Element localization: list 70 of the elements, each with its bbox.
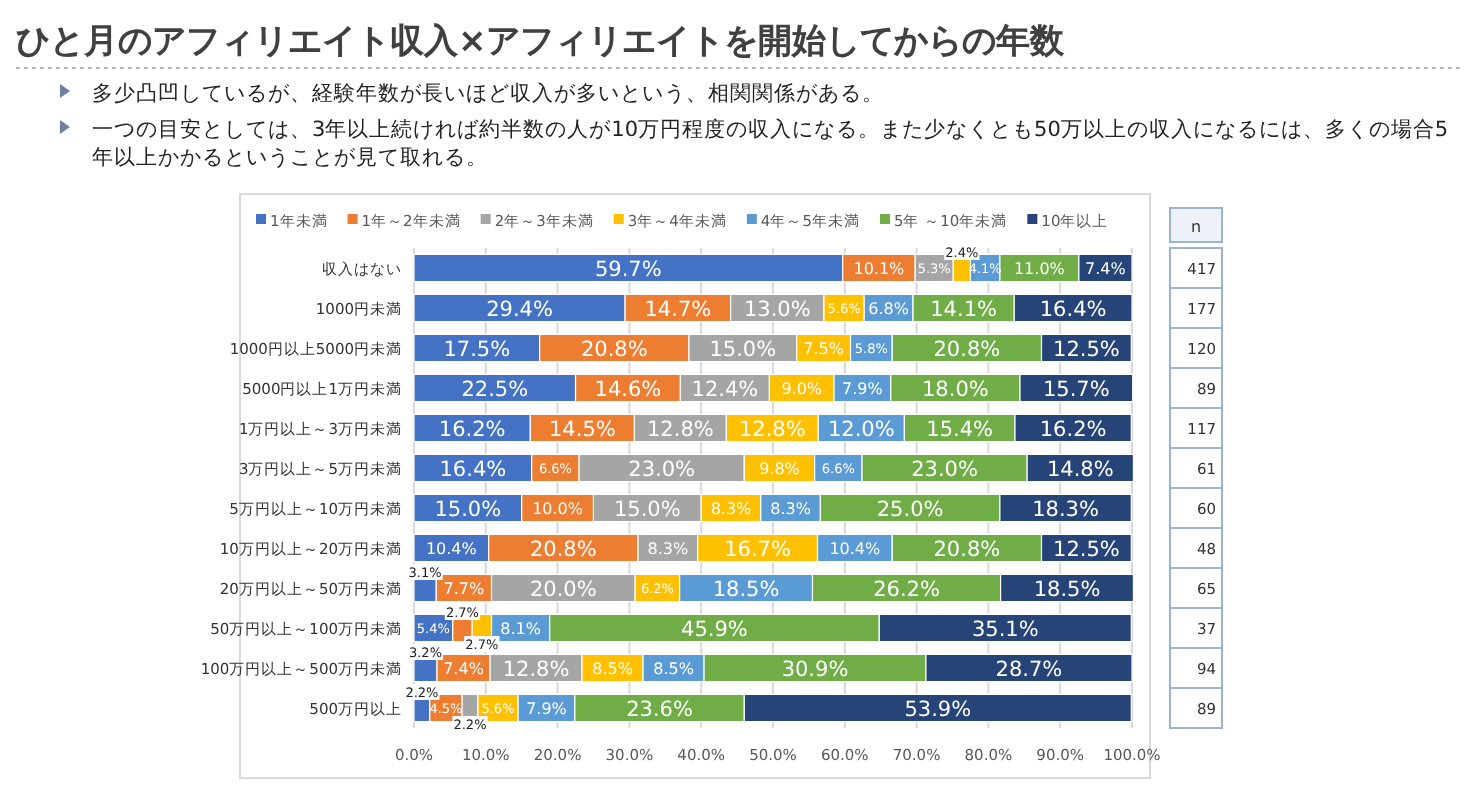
data-label: 20.8% — [933, 337, 1001, 362]
data-label: 53.9% — [904, 697, 972, 722]
data-label: 23.0% — [628, 457, 696, 482]
data-label: 7.4% — [443, 659, 485, 678]
data-label: 30.9% — [781, 657, 849, 682]
data-label: 8.3% — [770, 499, 812, 518]
data-label: 25.0% — [876, 497, 944, 522]
data-label: 29.4% — [486, 297, 553, 322]
data-label: 8.5% — [592, 659, 634, 678]
data-label: 16.7% — [724, 537, 791, 562]
data-label: 15.0% — [613, 497, 681, 522]
data-label: 9.0% — [781, 379, 823, 398]
data-label: 12.8% — [502, 657, 570, 682]
data-label: 9.8% — [759, 459, 801, 478]
data-label: 20.8% — [580, 337, 648, 362]
data-label: 13.0% — [743, 297, 811, 322]
data-label: 14.8% — [1046, 457, 1114, 482]
data-label: 18.5% — [1033, 577, 1101, 602]
data-label: 7.5% — [803, 339, 845, 358]
data-label: 12.4% — [691, 377, 759, 402]
data-label: 10.0% — [532, 499, 584, 518]
data-label: 10.4% — [425, 539, 478, 558]
data-label: 8.3% — [647, 539, 689, 558]
data-label: 7.7% — [443, 579, 486, 598]
chart-title: ひと月のアフィリエイト収入×アフィリエイトを開始してからの年数 — [16, 22, 1067, 62]
data-label: 16.2% — [438, 417, 506, 442]
data-label: 7.9% — [842, 379, 884, 398]
data-label: 18.3% — [1032, 497, 1099, 522]
data-label: 23.0% — [911, 457, 978, 482]
data-label: 15.4% — [926, 417, 994, 442]
text: n — [1190, 218, 1202, 236]
data-label: 20.0% — [529, 577, 597, 602]
data-label: 16.4% — [439, 457, 507, 482]
data-label: 12.0% — [827, 417, 895, 442]
data-label: 20.8% — [933, 537, 1001, 562]
data-label: 10.1% — [853, 259, 906, 278]
data-label: 8.5% — [653, 659, 695, 678]
data-label: 18.0% — [922, 377, 989, 402]
data-label: 11.0% — [1013, 259, 1066, 278]
data-label: 45.9% — [681, 617, 748, 642]
data-label: 23.6% — [626, 697, 693, 722]
data-label: 18.5% — [712, 577, 780, 602]
data-label: 26.2% — [873, 577, 940, 602]
data-label: 15.0% — [709, 337, 777, 362]
data-label: 17.5% — [443, 337, 511, 362]
data-label: 7.4% — [1085, 259, 1127, 278]
data-label: 16.4% — [1039, 297, 1107, 322]
data-label: 16.2% — [1039, 417, 1107, 442]
data-label: 14.1% — [930, 297, 998, 322]
data-label: 28.7% — [995, 657, 1063, 682]
data-label: 12.5% — [1053, 337, 1120, 362]
data-label: 6.8% — [868, 299, 910, 318]
data-label: 20.8% — [529, 537, 597, 562]
data-label: 12.5% — [1053, 537, 1120, 562]
data-label: 12.8% — [647, 417, 714, 442]
data-label: 14.6% — [594, 377, 662, 402]
data-label: 22.5% — [461, 377, 529, 402]
data-label: 14.7% — [644, 297, 712, 322]
data-label: 59.7% — [594, 257, 662, 282]
text: 多少凸凹しているが、経験年数が長いほど収入が多いという、相関関係がある。 — [92, 80, 884, 106]
data-label: 10.4% — [829, 539, 882, 558]
text: 一つの目安としては、3年以上続ければ約半数の人が10万円程度の収入になる。また少なくとも50万以上の収入になるには、多くの場合5年以上かかるということが見て取れる。 — [92, 116, 1449, 170]
data-label: 7.9% — [526, 699, 568, 718]
data-label: 8.1% — [500, 619, 542, 638]
data-label: 12.8% — [738, 417, 806, 442]
data-label: 8.3% — [710, 499, 753, 518]
data-label: 15.0% — [434, 497, 502, 522]
data-label: 14.5% — [549, 417, 616, 442]
data-label: 35.1% — [971, 617, 1039, 642]
data-label: 15.7% — [1043, 377, 1110, 402]
